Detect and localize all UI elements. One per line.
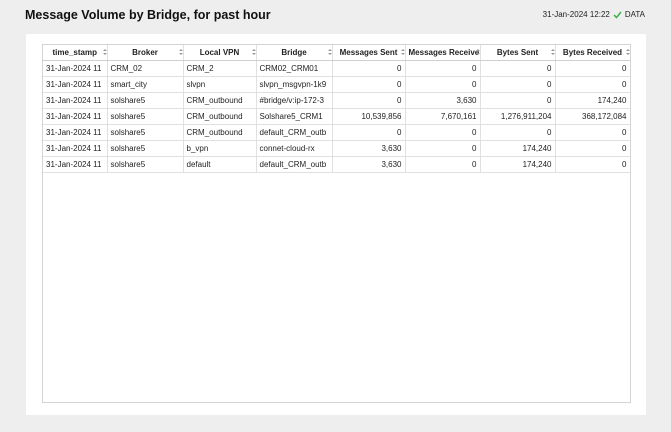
table-cell: CRM_02 bbox=[107, 60, 184, 77]
table-cell: b_vpn bbox=[183, 140, 257, 157]
table-cell: CRM_2 bbox=[183, 60, 257, 77]
table-row[interactable]: 31-Jan-2024 11 solshare5 CRM_outbound #brid… bbox=[43, 92, 630, 109]
table-cell: 31-Jan-2024 11 bbox=[43, 156, 108, 173]
timestamp: 31-Jan-2024 12:22 bbox=[542, 10, 610, 19]
check-icon bbox=[613, 11, 622, 19]
table-row[interactable]: 31-Jan-2024 11 solshare5 CRM_outbound Solsh… bbox=[43, 108, 630, 125]
header-label: Messages Receive bbox=[408, 48, 480, 57]
table-cell: 0 bbox=[405, 156, 481, 173]
table-cell: 174,240 bbox=[480, 156, 556, 173]
table-cell: 174,240 bbox=[480, 140, 556, 157]
table-cell: solshare5 bbox=[107, 140, 184, 157]
table-row[interactable]: 31-Jan-2024 11 CRM_02 CRM_2 CRM02_CRM01 0 0 0 0 bbox=[43, 60, 630, 77]
table-cell: 368,172,084 bbox=[555, 108, 630, 125]
table-cell: 31-Jan-2024 11 bbox=[43, 124, 108, 141]
table-cell: 3,630 bbox=[332, 140, 406, 157]
table-cell: 31-Jan-2024 11 bbox=[43, 60, 108, 77]
header-row: time_stamp Broker Local VPN Bridge Messages … bbox=[43, 45, 630, 61]
table-cell: default_CRM_outb bbox=[256, 156, 333, 173]
table-row[interactable]: 31-Jan-2024 11 solshare5 default default_CR… bbox=[43, 156, 630, 173]
table-cell: solshare5 bbox=[107, 124, 184, 141]
table-cell: 0 bbox=[480, 124, 556, 141]
table-cell: 0 bbox=[405, 140, 481, 157]
page-title: Message Volume by Bridge, for past hour bbox=[25, 8, 271, 22]
header-label: Bytes Sent bbox=[496, 48, 539, 57]
table-cell: 0 bbox=[480, 60, 556, 77]
table-cell: solshare5 bbox=[107, 156, 184, 173]
table-cell: default bbox=[183, 156, 257, 173]
table-cell: 0 bbox=[405, 76, 481, 93]
panel: time_stamp Broker Local VPN Bridge Messages … bbox=[26, 34, 646, 415]
header-label: Messages Sent bbox=[339, 48, 398, 57]
table-cell: 0 bbox=[555, 60, 630, 77]
column-header[interactable]: Bridge bbox=[256, 45, 333, 61]
table-cell: 31-Jan-2024 11 bbox=[43, 108, 108, 125]
column-header[interactable]: Bytes Sent bbox=[480, 45, 556, 61]
table-cell: 0 bbox=[555, 140, 630, 157]
table-cell: 0 bbox=[332, 76, 406, 93]
status-bar: 31-Jan-2024 12:22 DATA bbox=[543, 10, 645, 19]
table-cell: 31-Jan-2024 11 bbox=[43, 76, 108, 93]
table-cell: 1,276,911,204 bbox=[480, 108, 556, 125]
data-grid: time_stamp Broker Local VPN Bridge Messages … bbox=[42, 44, 631, 403]
table-cell: 0 bbox=[555, 156, 630, 173]
table-row[interactable]: 31-Jan-2024 11 solshare5 b_vpn connet-cloud… bbox=[43, 140, 630, 157]
table-cell: 0 bbox=[555, 124, 630, 141]
column-header[interactable]: Messages Sent bbox=[332, 45, 406, 61]
column-header[interactable]: Broker bbox=[107, 45, 184, 61]
table-cell: CRM02_CRM01 bbox=[256, 60, 333, 77]
header-label: Bridge bbox=[281, 48, 307, 57]
table-cell: 0 bbox=[480, 92, 556, 109]
header-label: time_stamp bbox=[52, 48, 97, 57]
table-cell: 0 bbox=[332, 124, 406, 141]
table-cell: smart_city bbox=[107, 76, 184, 93]
table: time_stamp Broker Local VPN Bridge Messages … bbox=[43, 45, 630, 173]
table-cell: CRM_outbound bbox=[183, 108, 257, 125]
table-cell: 0 bbox=[332, 60, 406, 77]
table-cell: default_CRM_outb bbox=[256, 124, 333, 141]
table-cell: slvpn_msgvpn-1k9 bbox=[256, 76, 333, 93]
table-cell: Solshare5_CRM1 bbox=[256, 108, 333, 125]
table-cell: CRM_outbound bbox=[183, 124, 257, 141]
table-row[interactable]: 31-Jan-2024 11 smart_city slvpn slvpn_msgvp… bbox=[43, 76, 630, 93]
table-cell: 7,670,161 bbox=[405, 108, 481, 125]
table-cell: 3,630 bbox=[332, 156, 406, 173]
table-cell: 3,630 bbox=[405, 92, 481, 109]
table-cell: 174,240 bbox=[555, 92, 630, 109]
table-cell: 0 bbox=[405, 60, 481, 77]
table-cell: #bridge/v:ip-172-3 bbox=[256, 92, 333, 109]
table-cell: slvpn bbox=[183, 76, 257, 93]
table-cell: solshare5 bbox=[107, 108, 184, 125]
table-cell: 0 bbox=[555, 76, 630, 93]
header-label: Broker bbox=[132, 48, 158, 57]
table-row[interactable]: 31-Jan-2024 11 solshare5 CRM_outbound defau… bbox=[43, 124, 630, 141]
table-cell: 0 bbox=[332, 92, 406, 109]
header-label: Local VPN bbox=[199, 48, 240, 57]
status: DATA bbox=[624, 10, 645, 19]
table-cell: 10,539,856 bbox=[332, 108, 406, 125]
header-label: Bytes Received bbox=[562, 48, 623, 57]
table-cell: 31-Jan-2024 11 bbox=[43, 140, 108, 157]
table-body: 31-Jan-2024 11 CRM_02 CRM_2 CRM02_CRM01 0 0 0 0… bbox=[43, 60, 630, 173]
column-header[interactable]: Local VPN bbox=[183, 45, 257, 61]
table-cell: 31-Jan-2024 11 bbox=[43, 92, 108, 109]
table-cell: 0 bbox=[405, 124, 481, 141]
column-header[interactable]: time_stamp bbox=[43, 45, 108, 61]
table-cell: 0 bbox=[480, 76, 556, 93]
table-cell: connet-cloud-rx bbox=[256, 140, 333, 157]
table-cell: CRM_outbound bbox=[183, 92, 257, 109]
column-header[interactable]: Messages Receive bbox=[405, 45, 481, 61]
table-cell: solshare5 bbox=[107, 92, 184, 109]
column-header[interactable]: Bytes Received bbox=[555, 45, 630, 61]
